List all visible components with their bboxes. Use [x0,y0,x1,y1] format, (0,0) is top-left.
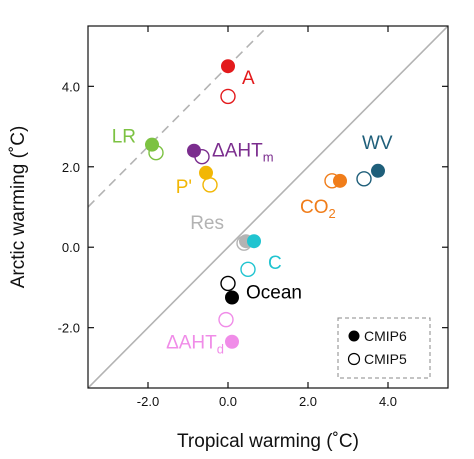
cmip6-point [199,165,213,180]
reference-lines [88,26,448,388]
cmip6-point [247,234,261,249]
y-tick-label: 4.0 [62,79,80,94]
cmip5-point [220,275,236,292]
x-tick-label: 4.0 [379,394,397,409]
cmip6-point [225,334,239,349]
point-label: WV [362,133,393,154]
legend-box [337,317,431,379]
series-0: A [220,59,255,105]
point-label: Res [190,213,224,234]
cmip6-point [333,173,347,188]
series-1: LR [112,127,164,161]
legend-label-cmip6: CMIP6 [364,328,407,344]
y-tick-label: -2.0 [58,321,80,336]
legend-label-cmip5: CMIP5 [364,351,407,367]
point-label: C [268,253,282,274]
y-axis-title: Arctic warming (˚C) [8,126,29,289]
series-2: ΔAHTm [187,141,274,165]
y-axis: -2.0 0.0 2.0 4.0 [58,79,448,336]
y-tick-label: 2.0 [62,160,80,175]
series-5: CO2 [300,173,347,221]
point-label: CO2 [300,197,336,221]
legend-marker-cmip5 [347,352,361,366]
x-axis: -2.0 0.0 2.0 4.0 [137,26,397,409]
series-9: ΔAHTd [166,311,239,357]
cmip5-point [356,171,372,187]
series-4: WV [356,133,393,187]
x-axis-title: Tropical warming (˚C) [177,431,359,452]
x-tick-label: 2.0 [299,394,317,409]
cmip6-point [187,143,201,158]
x-tick-label: 0.0 [219,394,237,409]
cmip6-point [145,137,159,152]
cmip5-point [202,177,218,193]
legend-marker-cmip6 [348,330,360,342]
cmip5-point [220,88,236,105]
point-label: ΔAHTm [212,141,274,165]
reference-line-dashed [88,26,270,208]
cmip6-point [225,290,239,305]
cmip5-point [240,261,256,278]
series-8: Ocean [220,275,302,305]
point-label: Ocean [246,283,302,304]
cmip6-point [221,59,235,74]
data-points: A LR ΔAHTm P' WV CO2 Res C Ocean ΔAHTd [112,59,393,357]
y-tick-label: 0.0 [62,240,80,255]
point-label: ΔAHTd [166,333,224,357]
legend: CMIP6 CMIP5 [337,317,431,379]
cmip6-point [371,163,385,178]
x-tick-label: -2.0 [137,394,159,409]
plot-frame [87,25,449,389]
point-label: LR [112,127,136,148]
point-label: A [242,68,255,89]
series-3: P' [176,165,218,198]
series-7: C [240,234,282,278]
reference-line-solid [88,26,448,388]
cmip5-point [218,311,234,328]
point-label: P' [176,177,192,198]
